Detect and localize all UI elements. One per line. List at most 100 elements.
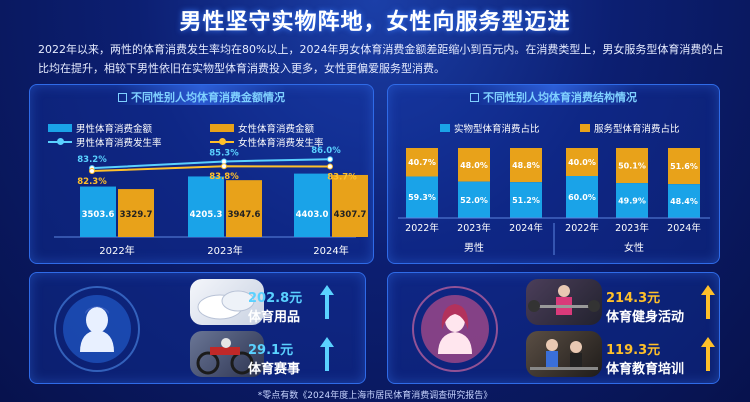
point-male-rate: [327, 156, 333, 163]
sports-goods-label: 体育用品: [248, 310, 301, 325]
structure-chart: 40.7% 59.3% 2022年 48.0% 52.0% 2023年 48.8% 51.2%…: [398, 148, 710, 255]
group-label-male: 男性: [464, 241, 484, 254]
sports-goods-value: 202.8元: [248, 291, 303, 306]
amount-panel: 不同性别人均体育消费金额情况 男性体育消费金额 女性体育消费金额 男性体育消费发…: [29, 84, 374, 264]
point-female-rate: [327, 163, 333, 170]
legend-physical: 实物型体育消费占比: [440, 121, 540, 135]
bar-female: [332, 174, 368, 237]
point-male-rate: [221, 158, 227, 165]
bar-label-service: 48.8%: [512, 161, 540, 170]
legend-swatch: [48, 124, 72, 132]
education-image: [526, 331, 602, 377]
bar-label-male: 4205.3: [190, 210, 223, 220]
rate-label-male: 85.3%: [209, 148, 239, 158]
amount-chart: 3503.6 3329.7 2022年 4205.3 3947.6 2023年 4403.0…: [54, 146, 368, 257]
bar-label-physical: 60.0%: [568, 193, 596, 202]
education-label: 体育教育培训: [606, 362, 685, 377]
bar-physical: [616, 183, 648, 218]
bar-female: [226, 180, 262, 237]
fitness-image: [526, 279, 602, 325]
legend-female-amount: 女性体育消费金额: [210, 121, 314, 135]
fitness-value: 214.3元: [606, 291, 661, 306]
bar-label-service: 40.7%: [408, 158, 436, 167]
bar-label-physical: 49.9%: [618, 197, 646, 206]
bar-service: [458, 148, 490, 182]
bar-service: [566, 148, 598, 176]
female-avatar-icon: [412, 286, 498, 372]
bar-male: [80, 186, 116, 237]
bar-service: [616, 148, 648, 184]
bar-male: [294, 173, 330, 237]
legend-service: 服务型体育消费占比: [580, 121, 680, 135]
structure-chart-title: 不同性别人均体育消费结构情况: [388, 89, 719, 105]
x-tick-label: 2023年: [207, 244, 242, 257]
education-value: 119.3元: [606, 343, 661, 358]
bar-label-physical: 59.3%: [408, 193, 436, 202]
bar-label-female: 3329.7: [120, 210, 153, 220]
bar-physical: [458, 181, 490, 218]
structure-panel: 不同性别人均体育消费结构情况 实物型体育消费占比 服务型体育消费占比 40.7%…: [387, 84, 720, 264]
fitness-label: 体育健身活动: [606, 310, 685, 325]
x-tick-label: 2024年: [313, 244, 348, 257]
up-arrow-icon: [701, 337, 715, 371]
sports-goods-image: [190, 279, 264, 325]
square-icon: [470, 93, 479, 102]
bar-service: [510, 148, 542, 183]
x-tick-label: 2023年: [457, 222, 491, 234]
rate-label-female: 82.3%: [77, 177, 107, 187]
bar-label-service: 40.0%: [568, 158, 596, 167]
education-stat: 119.3元 体育教育培训: [606, 339, 684, 377]
legend-male-amount: 男性体育消费金额: [48, 121, 152, 135]
point-female-rate: [89, 168, 95, 175]
bar-label-service: 51.6%: [670, 162, 698, 171]
intro-text: 2022年以来，两性的体育消费发生率均在80%以上，2024年男女体育消费金额差…: [38, 43, 724, 75]
amount-chart-title: 不同性别人均体育消费金额情况: [30, 89, 373, 105]
male-detail-panel: 202.8元 体育用品 29.1元 体育赛事: [29, 272, 366, 384]
bar-physical: [566, 176, 598, 218]
legend-female-rate: 女性体育消费发生率: [210, 135, 324, 149]
x-tick-label: 2022年: [99, 244, 134, 257]
x-tick-label: 2023年: [615, 222, 649, 234]
x-tick-label: 2022年: [565, 222, 599, 234]
up-arrow-icon: [320, 337, 334, 371]
legend-swatch: [210, 124, 234, 132]
sports-event-stat: 29.1元 体育赛事: [248, 339, 300, 377]
bar-physical: [406, 176, 438, 218]
rate-label-male: 83.2%: [77, 155, 107, 165]
legend-male-rate: 男性体育消费发生率: [48, 135, 162, 149]
sports-event-value: 29.1元: [248, 343, 294, 358]
rate-label-male: 86.0%: [311, 146, 341, 156]
male-avatar-icon: [54, 286, 140, 372]
source-note: *零点有数《2024年度上海市居民体育消费调查研究报告》: [257, 391, 493, 401]
female-detail-panel: 214.3元 体育健身活动 119.3元 体育教育培训: [387, 272, 720, 384]
bar-label-male: 4403.0: [296, 210, 329, 220]
x-tick-label: 2022年: [405, 222, 439, 234]
bar-label-physical: 48.4%: [670, 197, 698, 206]
rate-label-female: 83.7%: [327, 173, 357, 183]
bar-male: [188, 176, 224, 237]
bar-label-service: 48.0%: [460, 161, 488, 170]
up-arrow-icon: [320, 285, 334, 319]
x-tick-label: 2024年: [667, 222, 701, 234]
square-icon: [118, 93, 127, 102]
point-female-rate: [221, 163, 227, 170]
sports-event-label: 体育赛事: [248, 362, 301, 377]
bar-label-service: 50.1%: [618, 162, 646, 171]
bar-service: [406, 148, 438, 177]
group-label-female: 女性: [624, 241, 644, 254]
bar-label-female: 3947.6: [228, 210, 261, 220]
bar-label-male: 3503.6: [82, 210, 115, 220]
rate-label-female: 83.8%: [209, 172, 239, 182]
sports-event-image: [190, 331, 264, 377]
bar-label-physical: 51.2%: [512, 196, 540, 205]
bar-physical: [510, 182, 542, 218]
sports-goods-stat: 202.8元 体育用品: [248, 287, 302, 325]
bar-physical: [668, 184, 700, 218]
bar-female: [118, 189, 154, 237]
fitness-stat: 214.3元 体育健身活动: [606, 287, 684, 325]
bar-label-physical: 52.0%: [460, 196, 488, 205]
up-arrow-icon: [701, 285, 715, 319]
page-title: 男性坚守实物阵地，女性向服务型迈进: [179, 10, 571, 35]
x-tick-label: 2024年: [509, 222, 543, 234]
bar-label-female: 4307.7: [334, 210, 367, 220]
